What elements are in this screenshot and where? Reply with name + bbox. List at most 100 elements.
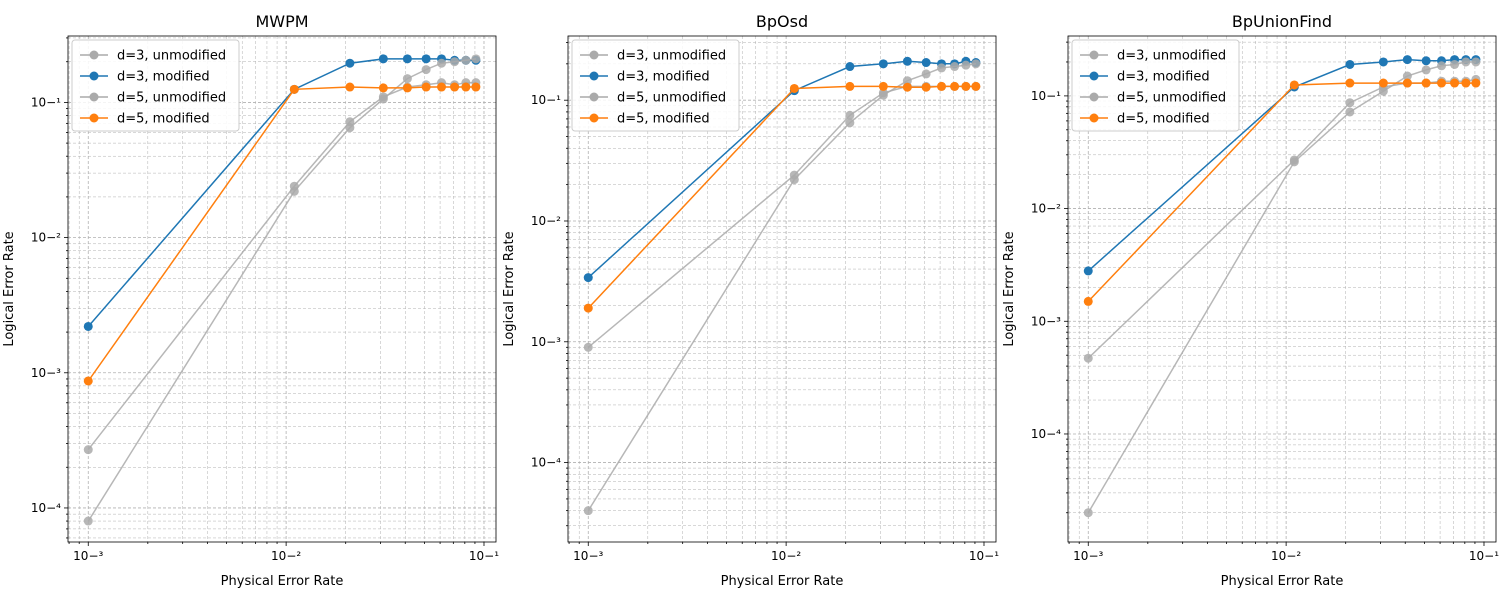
- data-point: [845, 81, 855, 91]
- legend-swatch-marker: [89, 50, 99, 60]
- data-point: [1378, 57, 1388, 67]
- x-tick-label: 10−¹: [1469, 549, 1499, 563]
- legend-label: d=3, modified: [617, 70, 710, 85]
- data-point: [921, 82, 931, 92]
- axes-frame: [567, 35, 997, 543]
- y-ticks: 10−⁴ 10−³ 10−² 10−¹: [1031, 41, 1068, 514]
- data-point: [1471, 78, 1481, 88]
- data-point: [878, 59, 888, 69]
- legend-label: d=3, unmodified: [617, 49, 726, 64]
- legend-swatch-marker: [1089, 50, 1099, 60]
- axes-frame: [67, 35, 497, 543]
- data-point: [1450, 59, 1460, 69]
- data-point: [921, 58, 931, 68]
- data-point: [437, 82, 447, 92]
- data-point: [345, 82, 355, 92]
- legend-entry: d=5, unmodified: [580, 91, 726, 106]
- series-2: [583, 59, 981, 516]
- data-point: [921, 69, 931, 79]
- x-tick-label: 10−¹: [469, 549, 499, 563]
- legend-entry: d=5, unmodified: [1080, 91, 1226, 106]
- data-point: [1437, 78, 1447, 88]
- series-line: [87, 58, 477, 522]
- data-point: [378, 54, 388, 64]
- data-point: [902, 56, 912, 66]
- data-point: [583, 342, 593, 352]
- data-point: [1450, 78, 1460, 88]
- data-point: [289, 84, 299, 94]
- data-point: [378, 83, 388, 93]
- data-point: [1289, 157, 1299, 167]
- x-tick-label: 10−¹: [969, 549, 999, 563]
- legend: d=3, unmodified d=3, modified d=5, unmodif…: [1071, 39, 1240, 132]
- legend-swatch-marker: [89, 71, 99, 81]
- x-tick-label: 10−²: [271, 549, 301, 563]
- x-ticks: 10−³ 10−² 10−¹: [568, 542, 999, 563]
- data-point: [1083, 508, 1093, 518]
- legend-label: d=5, unmodified: [617, 91, 726, 106]
- subplot-2: 10−³ 10−² 10−¹ 10−⁴ 10−³ 10−² 10−¹ BpUnionFind P…: [1002, 12, 1499, 589]
- y-tick-label: 10−⁴: [531, 456, 561, 470]
- y-ticks: 10−⁴ 10−³ 10−² 10−¹: [31, 37, 68, 539]
- x-ticks: 10−³ 10−² 10−¹: [68, 542, 499, 563]
- y-axis-label: Logical Error Rate: [1002, 231, 1017, 346]
- legend-label: d=3, unmodified: [1117, 49, 1226, 64]
- data-point: [583, 303, 593, 313]
- legend-label: d=3, unmodified: [117, 49, 226, 64]
- legend-label: d=5, modified: [1117, 112, 1210, 127]
- data-point: [1083, 296, 1093, 306]
- data-point: [402, 74, 412, 84]
- data-point: [845, 118, 855, 128]
- legend-frame: [71, 39, 240, 132]
- legend-label: d=5, unmodified: [1117, 91, 1226, 106]
- data-point: [1421, 65, 1431, 75]
- chart-title: BpOsd: [756, 12, 808, 31]
- data-point: [83, 516, 93, 526]
- series-line: [87, 81, 476, 451]
- legend-entry: d=3, modified: [80, 70, 210, 85]
- data-point: [583, 506, 593, 516]
- data-point: [402, 83, 412, 93]
- data-point: [1461, 78, 1471, 88]
- data-point: [845, 110, 855, 120]
- data-point: [1402, 55, 1412, 65]
- x-tick-label: 10−³: [573, 549, 603, 563]
- data-point: [83, 445, 93, 455]
- data-point: [1421, 78, 1431, 88]
- data-point: [1345, 107, 1355, 117]
- y-tick-label: 10−²: [31, 231, 61, 245]
- y-tick-label: 10−³: [1031, 314, 1061, 328]
- data-point: [450, 57, 460, 67]
- series-3: [83, 82, 481, 386]
- data-point: [878, 81, 888, 91]
- series-line: [87, 86, 476, 382]
- data-point: [421, 54, 431, 64]
- data-point: [971, 81, 981, 91]
- series-line: [1087, 61, 1476, 514]
- legend-swatch-marker: [589, 92, 599, 102]
- x-tick-label: 10−³: [73, 549, 103, 563]
- data-point: [1378, 78, 1388, 88]
- series-line: [587, 63, 977, 511]
- x-tick-label: 10−²: [771, 549, 801, 563]
- legend-swatch-marker: [589, 71, 599, 81]
- y-tick-label: 10−²: [1031, 202, 1061, 216]
- x-ticks: 10−³ 10−² 10−¹: [1068, 542, 1499, 563]
- legend-entry: d=5, modified: [580, 112, 710, 127]
- chart-title: BpUnionFind: [1232, 12, 1332, 31]
- x-axis-label: Physical Error Rate: [221, 574, 344, 589]
- data-point: [789, 175, 799, 185]
- data-point: [83, 321, 93, 331]
- data-point: [937, 81, 947, 91]
- legend-swatch-marker: [1089, 71, 1099, 81]
- data-point: [1083, 266, 1093, 276]
- data-point: [971, 59, 981, 69]
- data-point: [950, 81, 960, 91]
- y-tick-label: 10−²: [531, 214, 561, 228]
- data-point: [1289, 80, 1299, 90]
- data-point: [378, 94, 388, 104]
- data-point: [1345, 98, 1355, 108]
- data-point: [1083, 353, 1093, 363]
- legend-swatch-marker: [589, 113, 599, 123]
